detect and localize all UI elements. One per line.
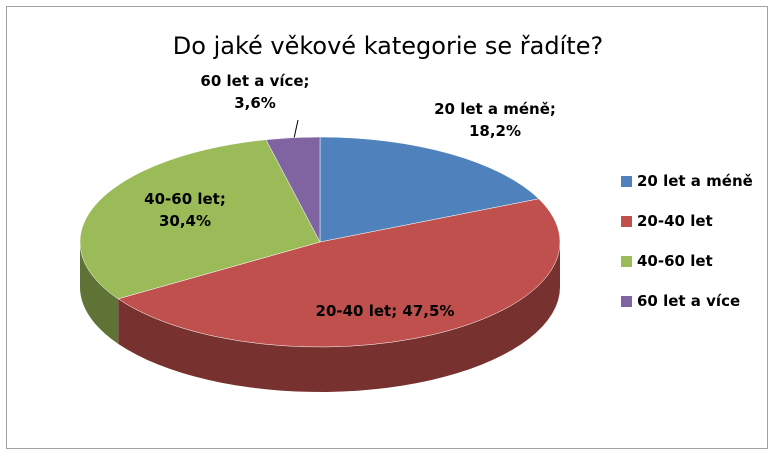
pie-slice xyxy=(79,139,321,300)
pie-slice xyxy=(319,136,540,243)
legend-label: 20-40 let xyxy=(637,212,713,230)
data-label: 40-60 let; 30,4% xyxy=(144,190,226,230)
pie-side xyxy=(80,242,119,344)
legend-label: 60 let a více xyxy=(637,292,741,310)
data-label: 20 let a méně; 18,2% xyxy=(434,100,556,140)
pie-side xyxy=(118,242,560,392)
legend-swatch xyxy=(621,216,632,227)
data-label: 20-40 let; 47,5% xyxy=(315,302,455,320)
legend-swatch xyxy=(621,296,632,307)
pie-slice xyxy=(265,136,321,243)
chart-title: Do jaké věkové kategorie se řadíte? xyxy=(172,32,604,60)
legend-swatch xyxy=(621,176,632,187)
chart-frame xyxy=(6,6,768,449)
pie-slice xyxy=(117,198,561,348)
data-label: 60 let a více; 3,6% xyxy=(200,72,310,112)
legend-label: 40-60 let xyxy=(637,252,713,270)
legend-swatch xyxy=(621,256,632,267)
legend-label: 20 let a méně xyxy=(637,172,753,190)
